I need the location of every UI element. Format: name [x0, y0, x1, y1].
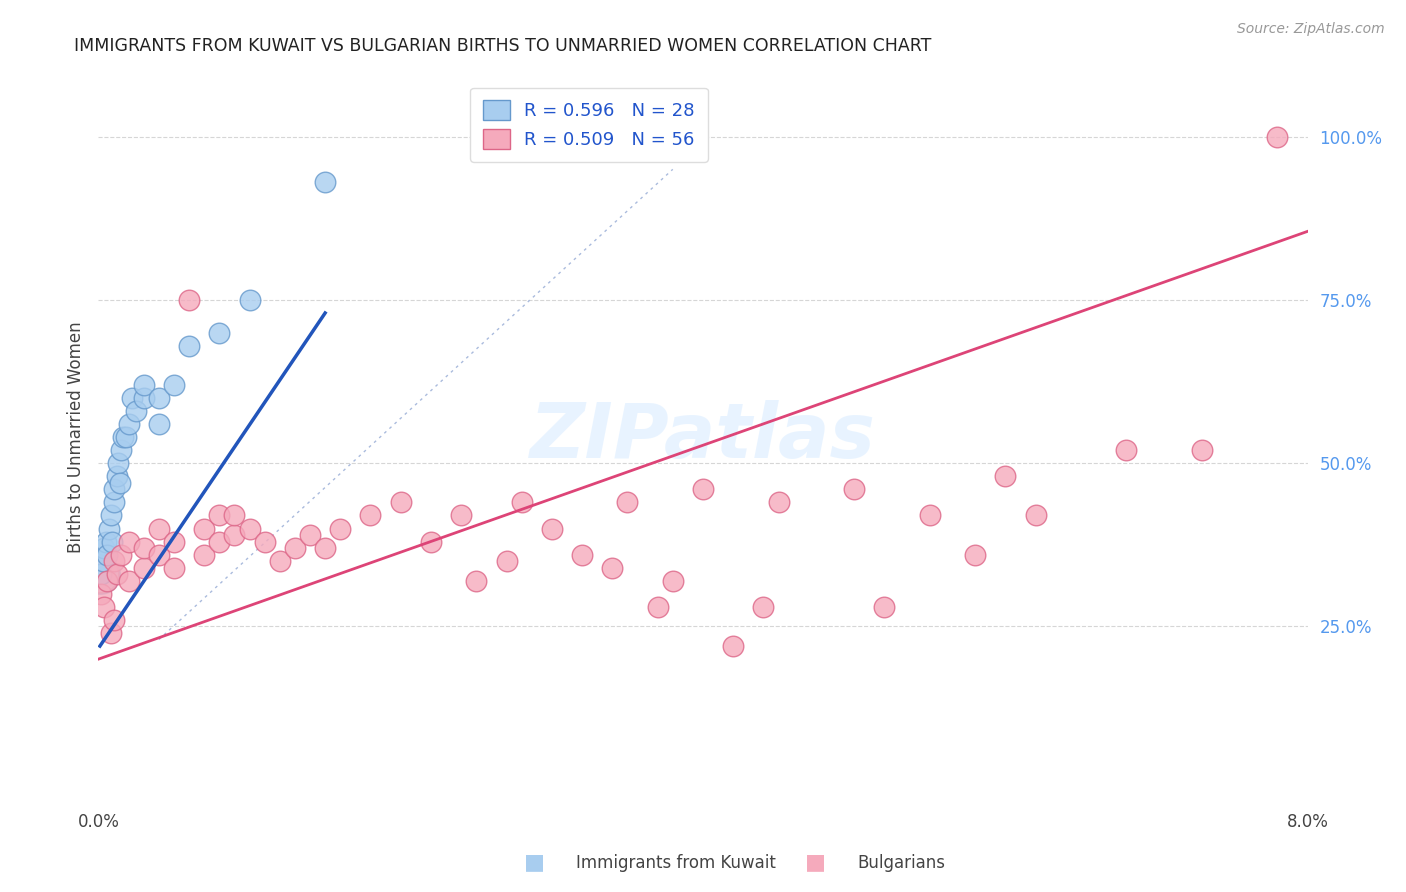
- Point: [360, 508, 382, 523]
- Point: [253, 534, 276, 549]
- Point: [329, 521, 352, 535]
- Point: [224, 508, 246, 523]
- Point: [93, 599, 115, 614]
- Point: [208, 534, 231, 549]
- Point: [208, 508, 231, 523]
- Point: [132, 391, 155, 405]
- Point: [148, 417, 170, 431]
- Point: [1115, 443, 1137, 458]
- Point: [239, 521, 262, 535]
- Legend: R = 0.596   N = 28, R = 0.509   N = 56: R = 0.596 N = 28, R = 0.509 N = 56: [470, 87, 707, 161]
- Point: [450, 508, 472, 523]
- Point: [420, 534, 443, 549]
- Point: [389, 495, 412, 509]
- Point: [89, 567, 111, 582]
- Point: [118, 574, 141, 588]
- Point: [100, 508, 122, 523]
- Point: [148, 521, 170, 535]
- Point: [510, 495, 533, 509]
- Point: [132, 541, 155, 555]
- Point: [121, 391, 143, 405]
- Point: [269, 554, 291, 568]
- Point: [163, 560, 186, 574]
- Point: [108, 475, 131, 490]
- Point: [100, 626, 122, 640]
- Text: ZIPatlas: ZIPatlas: [530, 401, 876, 474]
- Point: [103, 495, 125, 509]
- Point: [163, 534, 186, 549]
- Point: [114, 430, 136, 444]
- Point: [661, 574, 683, 588]
- Point: [994, 469, 1017, 483]
- Text: Immigrants from Kuwait: Immigrants from Kuwait: [576, 855, 776, 872]
- Point: [93, 541, 115, 555]
- Point: [91, 554, 114, 568]
- Point: [163, 377, 186, 392]
- Point: [148, 548, 170, 562]
- Point: [193, 548, 215, 562]
- Point: [105, 567, 128, 582]
- Point: [90, 587, 112, 601]
- Point: [107, 456, 129, 470]
- Point: [118, 534, 141, 549]
- Point: [239, 293, 262, 307]
- Point: [224, 528, 246, 542]
- Point: [125, 404, 148, 418]
- Point: [873, 599, 896, 614]
- Point: [1025, 508, 1047, 523]
- Point: [1191, 443, 1213, 458]
- Point: [965, 548, 987, 562]
- Point: [299, 528, 322, 542]
- Point: [96, 574, 118, 588]
- Point: [103, 613, 125, 627]
- Point: [768, 495, 790, 509]
- Point: [918, 508, 941, 523]
- Point: [103, 483, 125, 497]
- Point: [465, 574, 488, 588]
- Text: Source: ZipAtlas.com: Source: ZipAtlas.com: [1237, 22, 1385, 37]
- Point: [284, 541, 307, 555]
- Text: IMMIGRANTS FROM KUWAIT VS BULGARIAN BIRTHS TO UNMARRIED WOMEN CORRELATION CHART: IMMIGRANTS FROM KUWAIT VS BULGARIAN BIRT…: [75, 37, 932, 54]
- Point: [495, 554, 517, 568]
- Text: ■: ■: [806, 853, 825, 872]
- Point: [132, 560, 155, 574]
- Point: [118, 417, 141, 431]
- Point: [602, 560, 624, 574]
- Text: Bulgarians: Bulgarians: [858, 855, 946, 872]
- Point: [752, 599, 775, 614]
- Point: [101, 534, 124, 549]
- Point: [540, 521, 562, 535]
- Point: [616, 495, 638, 509]
- Point: [844, 483, 866, 497]
- Point: [103, 554, 125, 568]
- Text: ■: ■: [524, 853, 544, 872]
- Point: [105, 469, 128, 483]
- Point: [314, 541, 336, 555]
- Point: [148, 391, 170, 405]
- Y-axis label: Births to Unmarried Women: Births to Unmarried Women: [66, 321, 84, 553]
- Point: [193, 521, 215, 535]
- Point: [179, 293, 201, 307]
- Point: [132, 377, 155, 392]
- Point: [94, 534, 117, 549]
- Point: [571, 548, 593, 562]
- Point: [647, 599, 669, 614]
- Point: [110, 548, 132, 562]
- Point: [179, 338, 201, 352]
- Point: [314, 175, 336, 189]
- Point: [1267, 129, 1289, 144]
- Point: [96, 548, 118, 562]
- Point: [208, 326, 231, 340]
- Point: [110, 443, 132, 458]
- Point: [90, 567, 112, 582]
- Point: [98, 521, 121, 535]
- Point: [692, 483, 714, 497]
- Point: [111, 430, 134, 444]
- Point: [723, 639, 745, 653]
- Point: [89, 567, 111, 582]
